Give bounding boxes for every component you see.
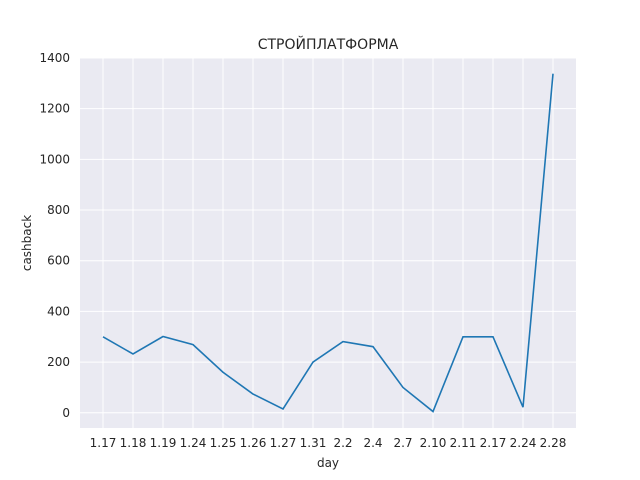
x-tick-label: 2.28 — [540, 436, 567, 450]
x-tick-label: 2.7 — [393, 436, 412, 450]
x-tick-label: 1.19 — [150, 436, 177, 450]
x-tick-label: 2.10 — [420, 436, 447, 450]
x-tick-label: 2.24 — [510, 436, 537, 450]
grid — [80, 57, 576, 428]
y-tick-label: 0 — [62, 406, 70, 420]
x-tick-label: 1.25 — [210, 436, 237, 450]
x-tick-label: 2.2 — [333, 436, 352, 450]
chart-title: СТРОЙПЛАТФОРМА — [258, 35, 399, 53]
x-tick-label: 1.27 — [270, 436, 297, 450]
x-tick-label: 2.17 — [480, 436, 507, 450]
plot-area — [80, 58, 576, 428]
x-tick-label: 1.24 — [180, 436, 207, 450]
x-tick-label: 1.26 — [240, 436, 267, 450]
y-tick-label: 600 — [47, 254, 70, 268]
x-tick-label: 1.18 — [120, 436, 147, 450]
y-tick-label: 1000 — [39, 152, 70, 166]
x-tick-label: 1.17 — [90, 436, 117, 450]
y-tick-label: 1400 — [39, 51, 70, 65]
y-tick-label: 200 — [47, 355, 70, 369]
y-tick-labels: 0 200 400 600 800 1000 1200 1400 — [39, 51, 70, 420]
x-tick-label: 2.4 — [363, 436, 382, 450]
y-tick-label: 400 — [47, 304, 70, 318]
y-tick-label: 1200 — [39, 102, 70, 116]
x-tick-label: 1.31 — [300, 436, 327, 450]
series-line — [102, 73, 554, 413]
x-tick-labels: 1.17 1.18 1.19 1.24 1.25 1.26 1.27 1.31 2.2 2.4 2.… — [90, 436, 567, 450]
x-tick-label: 2.11 — [450, 436, 477, 450]
y-axis-label: cashback — [20, 215, 34, 271]
y-tick-label: 800 — [47, 203, 70, 217]
x-axis-label: day — [317, 456, 339, 470]
